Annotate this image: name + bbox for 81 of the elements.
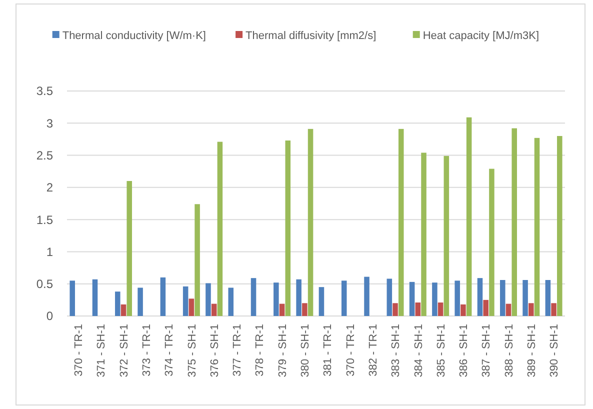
legend-label: Heat capacity [MJ/m3K] xyxy=(422,30,540,42)
bar xyxy=(466,117,472,316)
bar xyxy=(500,280,506,316)
x-tick-label: 389 - SH-1 xyxy=(526,324,538,378)
x-tick-label: 372 - SH-1 xyxy=(118,324,130,378)
x-tick-label: 378 - TR-1 xyxy=(254,324,266,376)
bar xyxy=(534,138,540,316)
bar xyxy=(398,128,404,316)
bar xyxy=(92,279,98,316)
bar xyxy=(460,304,466,316)
x-tick-label: 382 - TR-1 xyxy=(367,324,380,376)
bar xyxy=(120,304,126,316)
x-tick-label: 375 - SH-1 xyxy=(186,324,198,378)
bar xyxy=(250,278,256,316)
y-tick-label: 3.5 xyxy=(36,84,54,98)
bar xyxy=(551,303,556,316)
bar xyxy=(217,142,223,316)
bar xyxy=(483,300,488,316)
bar xyxy=(308,128,314,316)
x-tick-label: 370 - TR-1 xyxy=(344,324,357,376)
y-tick-label: 0.5 xyxy=(36,277,54,292)
x-tick-label: 377 - TR-1 xyxy=(232,324,244,376)
y-tick-label: 2 xyxy=(46,180,54,195)
bar xyxy=(341,280,347,316)
bar xyxy=(489,168,494,316)
x-tick-label: 388 - SH-1 xyxy=(503,324,516,378)
bar xyxy=(438,302,444,316)
bar xyxy=(421,152,426,316)
x-tick-label: 386 - SH-1 xyxy=(458,324,470,378)
y-tick-label: 1 xyxy=(46,244,54,259)
bar xyxy=(364,276,370,316)
bar xyxy=(274,282,279,316)
x-tick-label: 390 - SH-1 xyxy=(548,324,561,378)
x-tick-label: 384 - SH-1 xyxy=(412,324,425,378)
bar xyxy=(454,280,460,316)
bar xyxy=(557,136,562,316)
x-tick-label: 380 - SH-1 xyxy=(300,324,312,378)
bar xyxy=(160,277,166,316)
y-tick-label: 1.5 xyxy=(36,212,54,227)
bar xyxy=(522,280,528,316)
y-tick-label: 2.5 xyxy=(36,148,54,162)
bar xyxy=(302,303,308,316)
bar xyxy=(545,280,551,316)
x-tick-label: 385 - SH-1 xyxy=(435,324,448,378)
bar xyxy=(285,140,291,316)
x-tick-label: 371 - SH-1 xyxy=(96,324,108,378)
bar xyxy=(386,278,392,316)
bar xyxy=(182,286,188,316)
bar xyxy=(506,304,512,316)
bar xyxy=(279,304,285,316)
x-tick-label: 370 - TR-1 xyxy=(73,324,86,376)
legend-label: Thermal diffusivity [mm2/s] xyxy=(246,30,376,42)
bar xyxy=(206,283,211,316)
bar xyxy=(512,128,517,316)
bar xyxy=(115,292,120,316)
x-tick-label: 374 - TR-1 xyxy=(164,324,176,376)
bar xyxy=(415,302,421,316)
bar xyxy=(318,287,324,316)
bar xyxy=(477,278,483,316)
legend-label: Thermal conductivity [W/m·K] xyxy=(62,30,206,42)
x-tick-label: 376 - SH-1 xyxy=(208,324,221,378)
bar xyxy=(409,282,415,316)
bar xyxy=(528,303,534,316)
bar xyxy=(296,279,302,316)
x-tick-label: 379 - SH-1 xyxy=(276,324,289,378)
bar xyxy=(228,288,234,316)
y-tick-label: 0 xyxy=(46,309,54,324)
x-tick-label: 373 - TR-1 xyxy=(141,324,153,376)
x-tick-label: 381 - TR-1 xyxy=(322,324,334,376)
y-tick-label: 3 xyxy=(46,116,54,130)
x-tick-label: 383 - SH-1 xyxy=(390,324,402,378)
x-tick-label: 387 - SH-1 xyxy=(480,324,493,378)
bar xyxy=(432,282,438,316)
bar xyxy=(211,304,217,316)
bar xyxy=(188,298,194,316)
bar xyxy=(126,181,132,316)
bar xyxy=(444,156,450,316)
bar xyxy=(194,204,200,316)
bar xyxy=(392,303,398,316)
bar xyxy=(138,288,143,316)
bar xyxy=(70,280,75,316)
